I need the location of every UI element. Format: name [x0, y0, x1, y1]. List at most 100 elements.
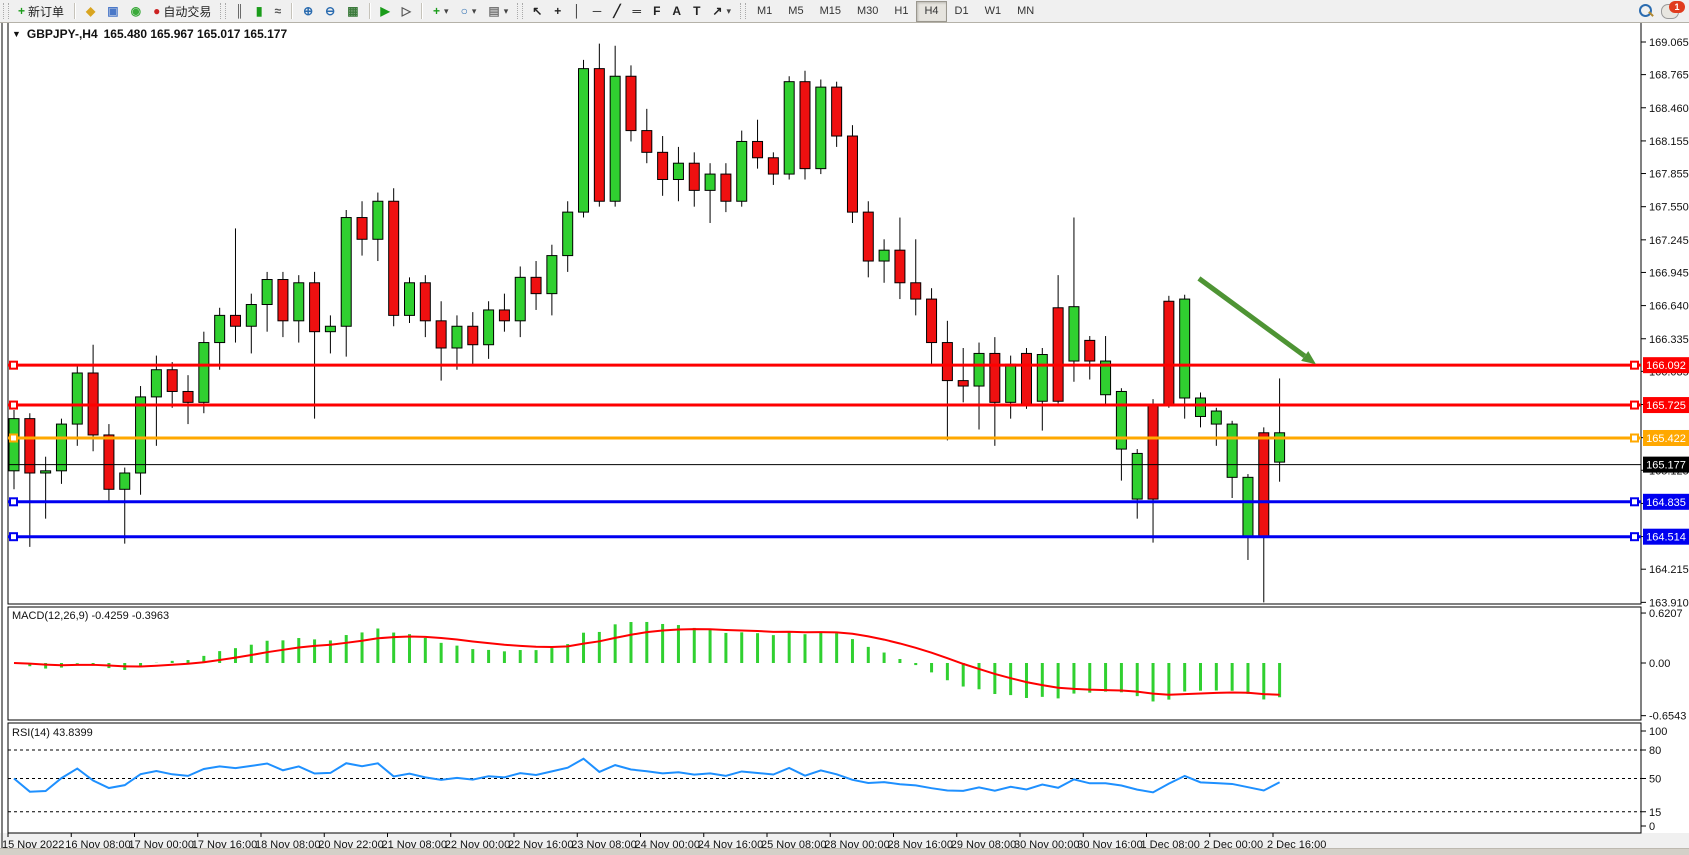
line-handle[interactable]	[9, 400, 18, 410]
chart-shift-icon: ▷	[401, 4, 412, 18]
trendline-button[interactable]: ╱	[607, 0, 626, 22]
candle	[578, 68, 590, 213]
candle	[498, 309, 510, 322]
candle	[1131, 452, 1143, 500]
arrows-button[interactable]: ↗ ▾	[706, 0, 737, 22]
timeframe-button-h4[interactable]: H4	[916, 0, 947, 22]
line-chart-button[interactable]: ≈	[268, 0, 287, 22]
line-handle[interactable]	[1630, 360, 1639, 370]
tile-windows-icon: ▦	[347, 4, 359, 18]
periods-button[interactable]: ○ ▾	[455, 0, 483, 22]
candle	[846, 135, 858, 213]
line-handle[interactable]	[1630, 532, 1639, 542]
template-icon: ▤	[488, 4, 500, 18]
new-order-button[interactable]: + 新订单	[12, 0, 70, 22]
candle	[831, 86, 843, 137]
candle	[1005, 363, 1017, 403]
autotrading-button[interactable]: ● 自动交易	[147, 0, 217, 22]
line-handle[interactable]	[1630, 400, 1639, 410]
channel-button[interactable]: ═	[627, 0, 648, 22]
chevron-down-icon: ▾	[471, 5, 477, 16]
line-handle[interactable]	[9, 497, 18, 507]
collapse-icon[interactable]: ▼	[12, 29, 21, 39]
fibonacci-button[interactable]: F	[647, 0, 666, 22]
rsi-axis-label: 100	[1649, 726, 1667, 738]
toolbar-grip	[740, 3, 747, 19]
timeframe-button-m30[interactable]: M30	[856, 5, 879, 17]
clock-icon: ○	[460, 4, 468, 18]
price-badge-label: 165.177	[1646, 460, 1686, 472]
candle	[704, 173, 716, 191]
price-badge-label: 164.514	[1646, 532, 1686, 544]
line-handle[interactable]	[9, 360, 18, 370]
line-handle[interactable]	[9, 433, 18, 443]
candle	[71, 372, 83, 425]
candle	[767, 157, 779, 175]
arrow-object-icon: ↗	[712, 4, 723, 18]
candle	[1115, 390, 1127, 450]
search-lens	[1639, 4, 1652, 17]
timeframe-button-m1[interactable]: M1	[757, 5, 773, 17]
indicators-button[interactable]: + ▾	[427, 0, 455, 22]
horizontal-line-button[interactable]: ─	[587, 0, 608, 22]
signals-button[interactable]: ◉	[125, 0, 147, 22]
line-handle[interactable]	[1630, 433, 1639, 443]
text-icon: A	[672, 4, 682, 18]
candle	[688, 162, 700, 191]
line-handle[interactable]	[9, 532, 18, 542]
candle	[752, 140, 764, 159]
timeframe-button-d1[interactable]: D1	[954, 5, 969, 17]
notifications-icon[interactable]: 1	[1661, 0, 1685, 19]
rsi-indicator-label: RSI(14) 43.8399	[12, 727, 93, 739]
candle	[593, 68, 605, 202]
timeframe-button-w1[interactable]: W1	[984, 5, 1002, 17]
toolbar-separator	[74, 3, 77, 19]
bar-chart-button[interactable]: ║	[229, 0, 250, 22]
cursor-button[interactable]: ↖	[526, 0, 548, 22]
search-handle	[1648, 11, 1654, 17]
candle	[736, 140, 748, 202]
zoom-out-button[interactable]: ⊖	[319, 0, 341, 22]
candle	[862, 211, 874, 262]
auto-scroll-button[interactable]: ▶	[375, 0, 396, 22]
chart-shift-button[interactable]: ▷	[396, 0, 417, 22]
timeframe-button-m15[interactable]: M15	[819, 5, 841, 17]
candle	[229, 314, 241, 327]
crosshair-icon: +	[554, 4, 562, 18]
candle	[1100, 360, 1112, 396]
search-icon[interactable]	[1639, 4, 1654, 18]
candle	[957, 380, 969, 387]
price-badge	[1643, 493, 1689, 510]
candle	[1242, 476, 1254, 538]
candle	[530, 276, 542, 295]
candle	[1258, 432, 1270, 538]
vertical-line-button[interactable]: │	[567, 0, 587, 22]
candle	[609, 75, 621, 202]
price-tick-label: 166.335	[1649, 334, 1689, 346]
macd-axis-label: 0.6207	[1649, 608, 1683, 620]
trend-arrow[interactable]	[1197, 276, 1307, 359]
toolbar-separator	[368, 3, 371, 19]
text-button[interactable]: A	[666, 0, 687, 22]
price-badge-label: 166.092	[1646, 360, 1686, 372]
timeframe-button-h1[interactable]: H1	[894, 5, 909, 17]
candle	[1274, 432, 1286, 463]
text-label-button[interactable]: T	[687, 0, 706, 22]
timeframe-button-mn[interactable]: MN	[1017, 5, 1035, 17]
candle	[894, 249, 906, 284]
price-tick-label: 166.640	[1649, 301, 1689, 313]
candlestick-button[interactable]: ▮	[250, 0, 269, 22]
line-handle[interactable]	[1630, 497, 1639, 507]
crosshair-button[interactable]: +	[548, 0, 567, 22]
candle	[451, 325, 463, 349]
trendline-icon: ╱	[613, 4, 621, 18]
templates-button[interactable]: ▤ ▾	[482, 0, 514, 22]
zoom-in-button[interactable]: ⊕	[297, 0, 319, 22]
macd-axis-label: -0.6543	[1649, 711, 1686, 723]
deposit-button[interactable]: ◆	[80, 0, 101, 22]
timeframe-button-m5[interactable]: M5	[788, 5, 804, 17]
tile-windows-button[interactable]: ▦	[341, 0, 364, 22]
charts-button[interactable]: ▣	[101, 0, 124, 22]
trend-arrow-head[interactable]	[1301, 351, 1316, 365]
